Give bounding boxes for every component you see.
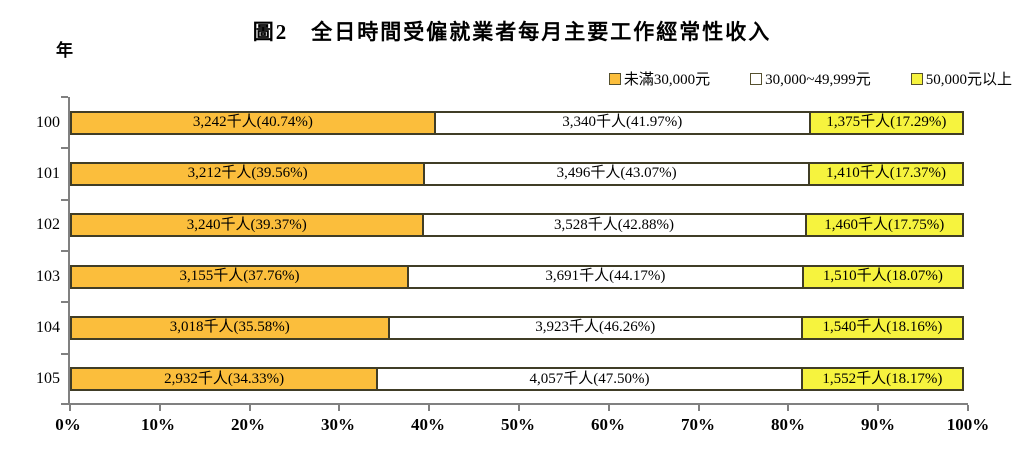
y-axis-tick-label: 100 (36, 113, 60, 131)
bar-segment-label: 1,552千人(18.17%) (822, 370, 943, 387)
bar-segment-label: 1,410千人(17.37%) (825, 165, 946, 182)
x-axis-tick (967, 405, 969, 411)
y-axis-tick-label: 101 (36, 165, 60, 182)
bar-segment-over-50000: 1,410千人(17.37%) (808, 161, 964, 186)
bar-segment-30000-49999: 4,057千人(47.50%) (376, 367, 803, 392)
bar-row: 3,155千人(37.76%) 3,691千人(44.17%) 1,510千人(18… (70, 251, 968, 302)
bar-segment-30000-49999: 3,496千人(43.07%) (423, 161, 810, 186)
bar-segment-label: 4,057千人(47.50%) (529, 370, 650, 387)
bar-segment-label: 3,212千人(39.56%) (187, 165, 308, 182)
bar-segment-under-30000: 3,240千人(39.37%) (70, 213, 424, 238)
legend-swatch-icon (910, 72, 923, 85)
bar-segment-30000-49999: 3,528千人(42.88%) (421, 213, 807, 238)
bar-segment-over-50000: 1,540千人(18.16%) (800, 315, 964, 340)
legend-swatch-icon (750, 72, 763, 85)
stacked-bar: 3,018千人(35.58%) 3,923千人(46.26%) 1,540千人(18… (70, 315, 968, 340)
x-axis-tick (158, 405, 161, 411)
x-axis-tick (69, 405, 71, 411)
y-axis-tick-label: 103 (36, 267, 60, 285)
bar-segment-label: 3,240千人(39.37%) (186, 216, 307, 233)
x-axis-tick-label: 50% (501, 415, 535, 434)
bar-segment-label: 3,340千人(41.97%) (562, 114, 683, 131)
bar-row: 3,212千人(39.56%) 3,496千人(43.07%) 1,410千人(17… (70, 148, 968, 199)
bar-segment-label: 3,528千人(42.88%) (554, 216, 675, 233)
bar-segment-over-50000: 1,552千人(18.17%) (800, 367, 964, 392)
bar-segment-label: 1,540千人(18.16%) (822, 319, 943, 336)
x-axis-tick (607, 405, 610, 411)
y-axis-tick (61, 250, 68, 252)
legend-label: 30,000~49,999元 (765, 72, 871, 88)
bar-segment-30000-49999: 3,340千人(41.97%) (433, 110, 811, 135)
bar-segment-under-30000: 3,212千人(39.56%) (70, 161, 426, 186)
stacked-bar: 2,932千人(34.33%) 4,057千人(47.50%) 1,552千人(18… (70, 367, 968, 392)
x-axis-tick-label: 30% (321, 415, 355, 434)
bar-segment-over-50000: 1,510千人(18.07%) (801, 264, 964, 289)
legend-label: 未滿30,000元 (623, 72, 711, 88)
bar-segment-30000-49999: 3,923千人(46.26%) (387, 315, 803, 340)
bar-segment-under-30000: 2,932千人(34.33%) (70, 367, 379, 392)
stacked-bar: 3,212千人(39.56%) 3,496千人(43.07%) 1,410千人(17… (70, 161, 968, 186)
y-axis-unit-label: 年 (56, 41, 73, 60)
x-axis-tick-labels: 0% 10% 20% 30% 40% 50% 60% 70% 80% 90% 100% (55, 415, 989, 439)
legend-swatch-icon (608, 72, 621, 85)
stacked-bar: 3,240千人(39.37%) 3,528千人(42.88%) 1,460千人(17… (70, 213, 968, 238)
x-axis-tick-label: 90% (861, 415, 895, 434)
bar-segment-label: 3,155千人(37.76%) (179, 268, 300, 285)
bar-segment-label: 3,496千人(43.07%) (556, 165, 677, 182)
y-axis-tick-labels: 100 101 102 103 104 105 (18, 97, 60, 405)
bar-segment-label: 3,018千人(35.58%) (169, 319, 290, 336)
bar-segment-under-30000: 3,155千人(37.76%) (70, 264, 410, 289)
x-axis-tick-label: 10% (141, 415, 175, 434)
stacked-bar: 3,155千人(37.76%) 3,691千人(44.17%) 1,510千人(18… (70, 264, 968, 289)
bar-segment-over-50000: 1,460千人(17.75%) (804, 213, 964, 238)
bar-row: 2,932千人(34.33%) 4,057千人(47.50%) 1,552千人(18… (70, 354, 968, 405)
bar-segment-label: 3,242千人(40.74%) (192, 114, 313, 131)
bar-segment-label: 2,932千人(34.33%) (164, 370, 285, 387)
legend-item-30000-49999: 30,000~49,999元 (750, 68, 871, 89)
x-axis-tick (338, 405, 341, 411)
chart-title: 圖2 全日時間受僱就業者每月主要工作經常性收入 (252, 20, 772, 44)
y-axis-tick (61, 403, 68, 405)
bar-row: 3,242千人(40.74%) 3,340千人(41.97%) 1,375千人(17… (70, 97, 968, 148)
x-axis-tick-label: 70% (681, 415, 715, 434)
x-axis-tick-label: 60% (591, 415, 625, 434)
y-axis-tick (61, 352, 68, 355)
x-axis-tick-label: 20% (231, 415, 265, 434)
bar-segment-30000-49999: 3,691千人(44.17%) (407, 264, 804, 289)
legend-item-over-50000: 50,000元以上 (910, 68, 1012, 89)
y-axis-tick (61, 147, 68, 150)
bar-segment-over-50000: 1,375千人(17.29%) (808, 110, 964, 135)
plot-area: 3,242千人(40.74%) 3,340千人(41.97%) 1,375千人(17… (61, 96, 969, 411)
legend-label: 50,000元以上 (925, 72, 1012, 88)
y-axis-tick (61, 198, 68, 201)
x-axis-tick-label: 100% (946, 415, 990, 434)
x-axis-tick (787, 405, 790, 411)
bar-segment-label: 1,460千人(17.75%) (824, 216, 945, 233)
y-axis-tick-label: 105 (36, 370, 60, 388)
bar-row: 3,018千人(35.58%) 3,923千人(46.26%) 1,540千人(18… (70, 302, 968, 353)
bar-segment-label: 3,691千人(44.17%) (545, 268, 666, 285)
bar-segment-under-30000: 3,018千人(35.58%) (70, 315, 390, 340)
y-axis-tick-label: 102 (36, 216, 60, 234)
bar-row: 3,240千人(39.37%) 3,528千人(42.88%) 1,460千人(17… (70, 200, 968, 251)
stacked-bar: 3,242千人(40.74%) 3,340千人(41.97%) 1,375千人(17… (70, 110, 968, 135)
x-axis-tick (248, 405, 251, 411)
bar-segment-under-30000: 3,242千人(40.74%) (70, 110, 436, 135)
bar-segment-label: 1,375千人(17.29%) (826, 114, 947, 131)
x-axis-tick-label: 0% (55, 415, 81, 434)
x-axis-tick (518, 405, 520, 411)
x-axis-tick (428, 405, 431, 411)
bar-segment-label: 1,510千人(18.07%) (822, 268, 943, 285)
legend-item-under-30000: 未滿30,000元 (608, 68, 711, 89)
y-axis-tick-label: 104 (36, 319, 60, 336)
y-axis-tick (61, 96, 68, 98)
x-axis-tick (877, 405, 880, 411)
x-axis-tick-label: 80% (771, 415, 805, 434)
x-axis-tick (697, 405, 700, 411)
y-axis-tick (61, 301, 68, 304)
legend: 未滿30,000元 30,000~49,999元 50,000元以上 (608, 68, 1012, 89)
bar-segment-label: 3,923千人(46.26%) (535, 319, 656, 336)
x-axis-tick-label: 40% (411, 415, 445, 434)
